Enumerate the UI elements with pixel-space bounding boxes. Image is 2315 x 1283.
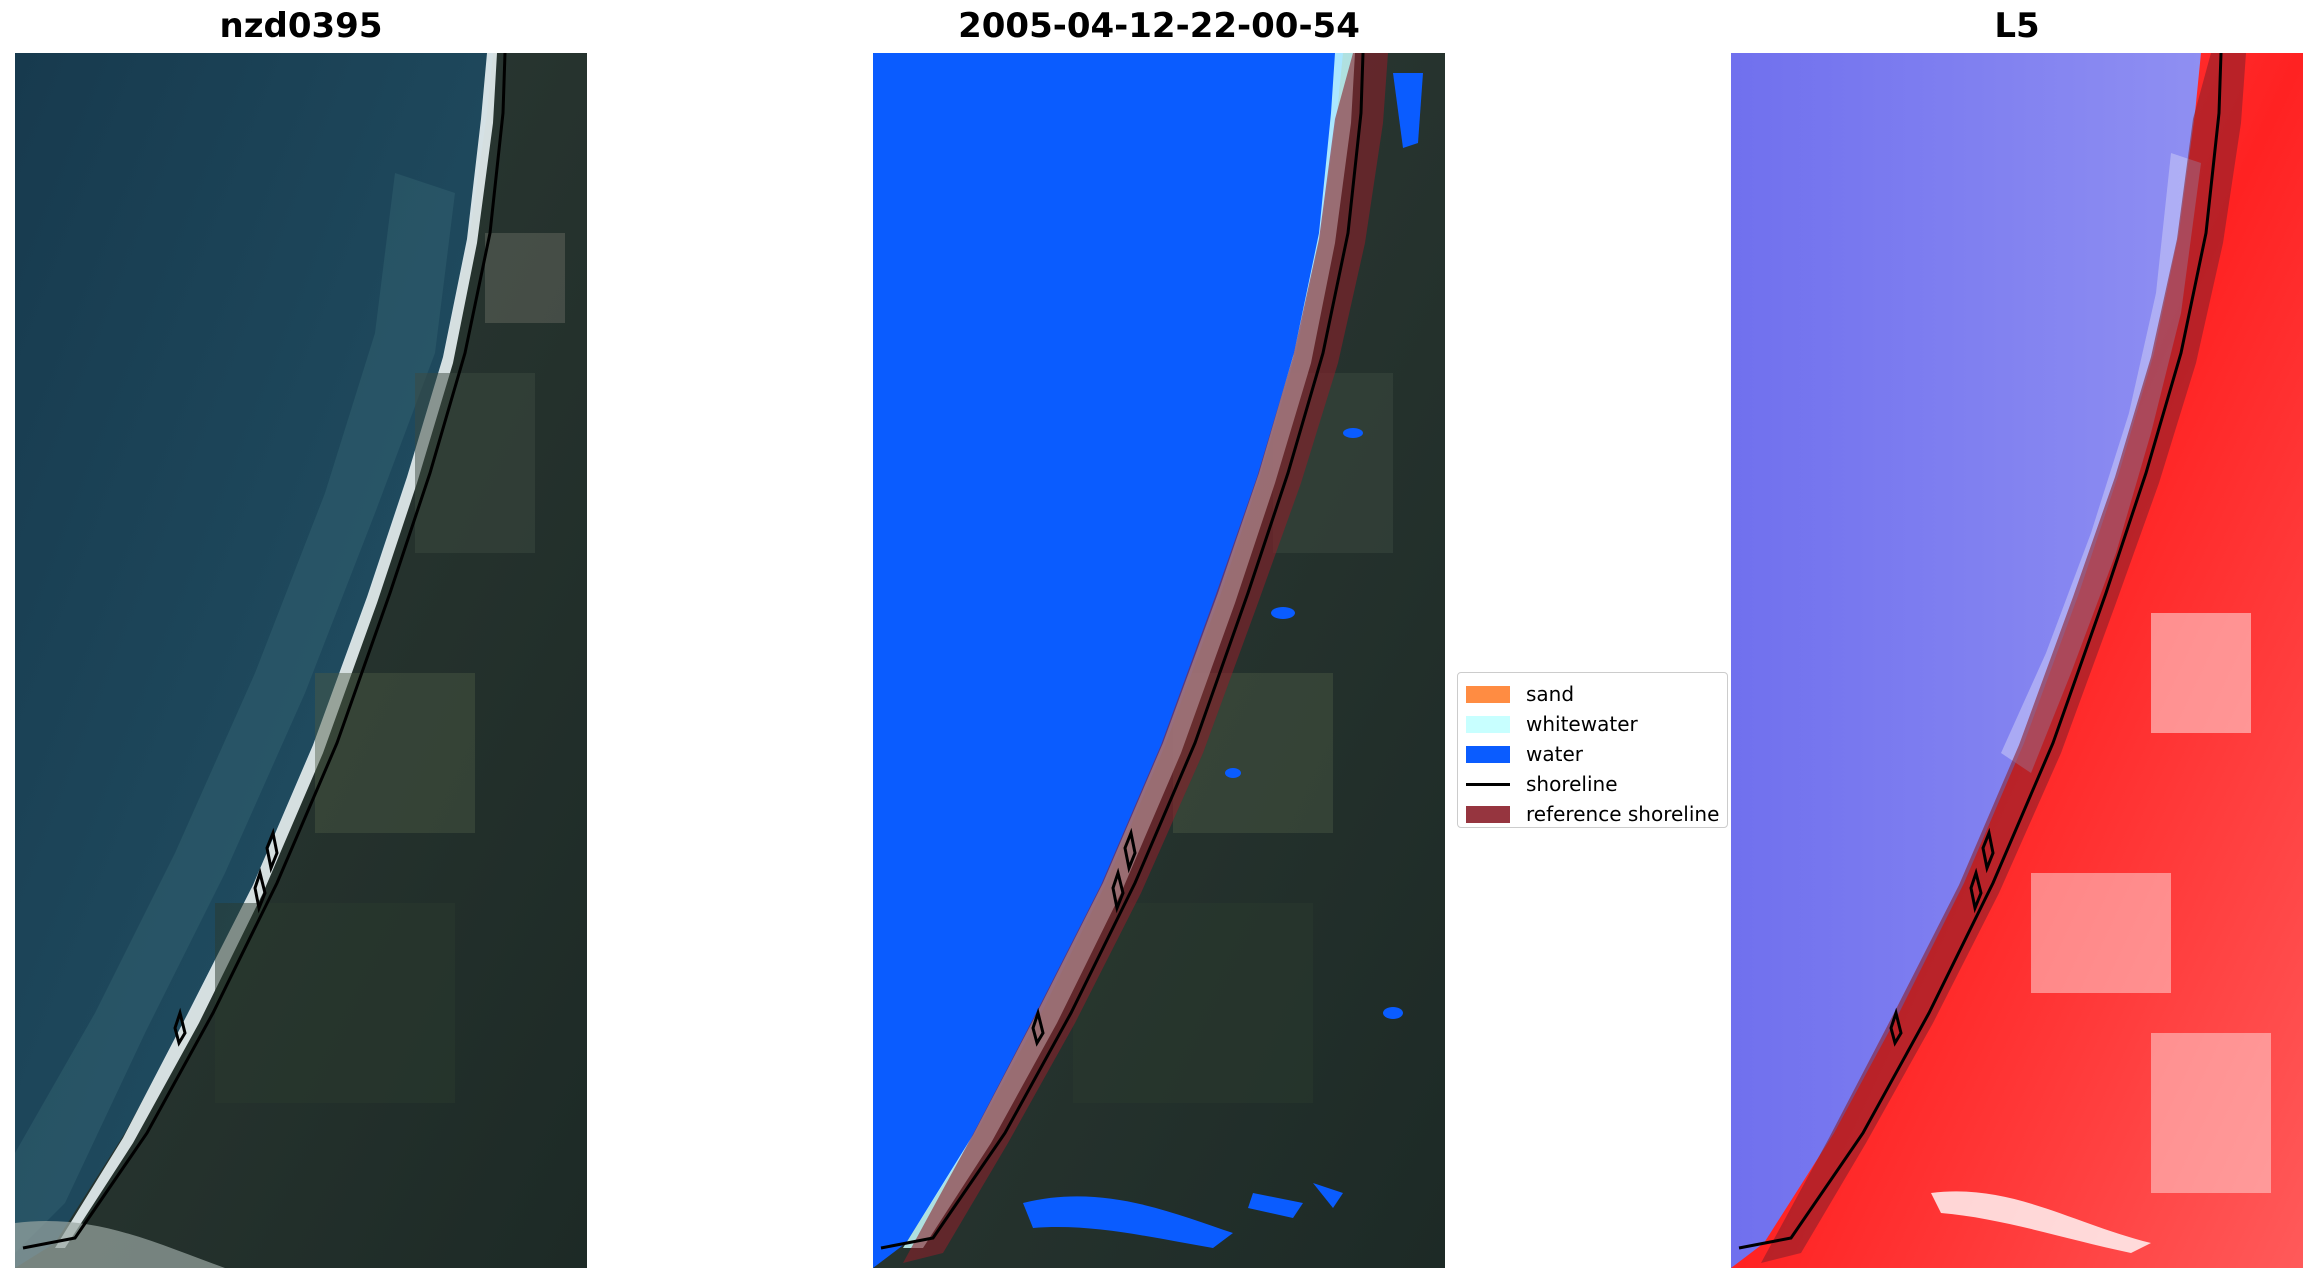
legend-item-shoreline: shoreline — [1466, 769, 1719, 799]
legend-item-water: water — [1466, 739, 1719, 769]
reference-shoreline-band — [1761, 53, 2246, 1263]
legend-label: shoreline — [1526, 772, 1618, 796]
l5-index-image — [1731, 53, 2303, 1268]
water-swatch — [1466, 745, 1510, 763]
legend-item-reference-shoreline: reference shoreline — [1466, 799, 1719, 829]
whitewater-swatch — [1466, 715, 1510, 733]
sand-swatch — [1466, 685, 1510, 703]
legend-label: reference shoreline — [1526, 802, 1720, 826]
reference-shoreline-band — [903, 53, 1388, 1263]
rgb-image-panel — [15, 53, 587, 1268]
legend-label: whitewater — [1526, 712, 1638, 736]
l5-index-panel — [1731, 53, 2303, 1268]
panel-title-l5: L5 — [1994, 6, 2040, 46]
shoreline-swatch — [1466, 782, 1510, 786]
panel-title-rgb: nzd0395 — [219, 6, 383, 46]
shoreline-line — [1738, 53, 2223, 1250]
legend-label: water — [1526, 742, 1583, 766]
classified-image — [873, 53, 1445, 1268]
reference-shoreline-swatch — [1466, 805, 1510, 823]
legend: sand whitewater water shoreline referenc… — [1457, 672, 1728, 828]
panel-title-classified: 2005-04-12-22-00-54 — [958, 6, 1360, 46]
legend-item-sand: sand — [1466, 679, 1719, 709]
shoreline-line — [880, 53, 1365, 1250]
classification-panel — [873, 53, 1445, 1268]
legend-label: sand — [1526, 682, 1575, 706]
shoreline-line — [22, 53, 507, 1250]
rgb-satellite-image — [15, 53, 587, 1268]
legend-item-whitewater: whitewater — [1466, 709, 1719, 739]
